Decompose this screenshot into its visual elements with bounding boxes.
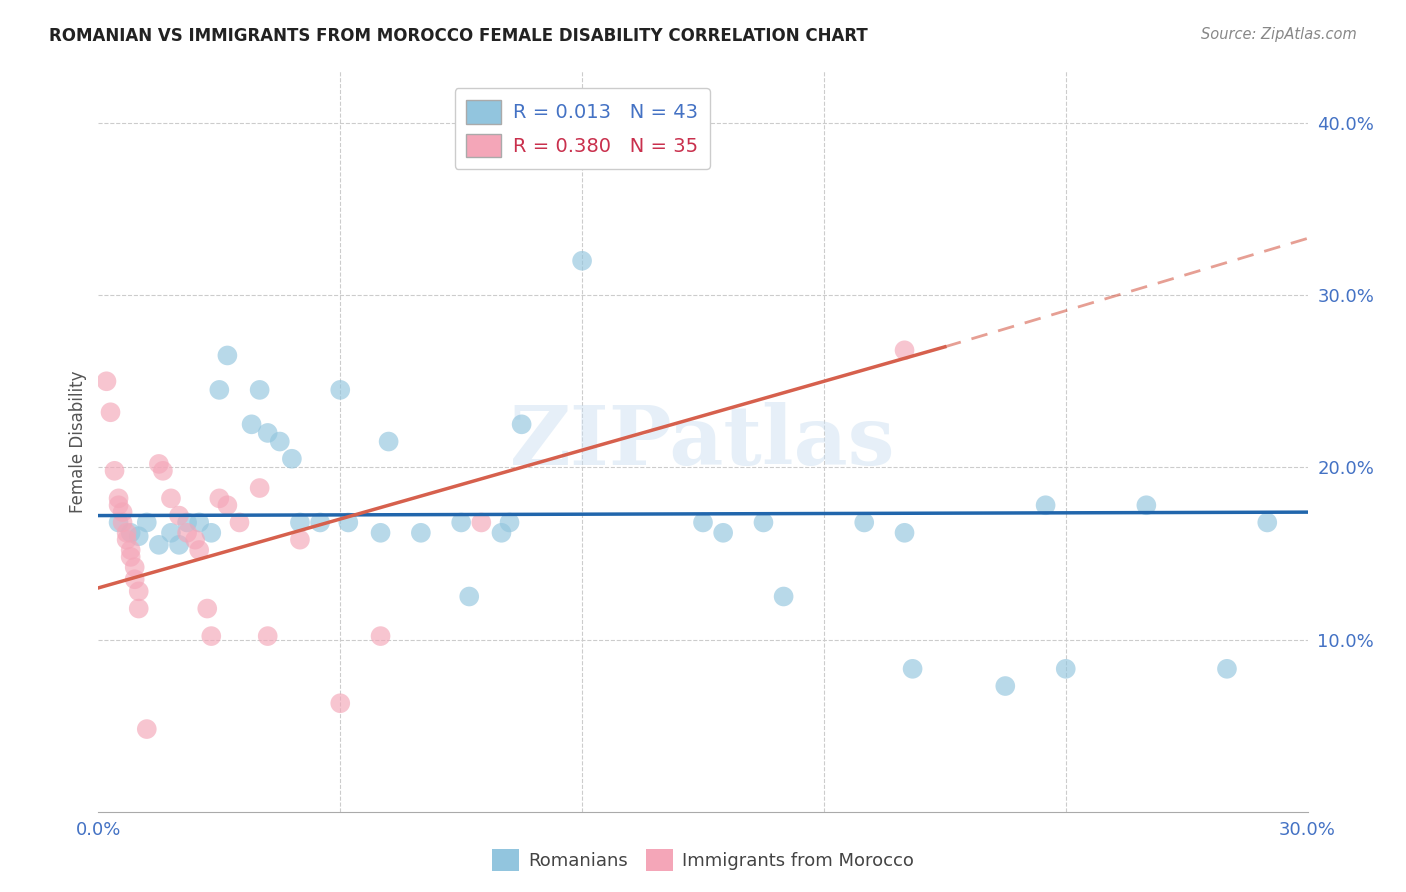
Point: [152, 464, 174, 478]
Point: [370, 525, 392, 540]
Point: [103, 464, 125, 478]
Point: [128, 584, 150, 599]
Point: [148, 457, 170, 471]
Point: [994, 679, 1017, 693]
Point: [256, 629, 278, 643]
Point: [893, 343, 915, 358]
Point: [571, 253, 593, 268]
Point: [96, 374, 118, 388]
Point: [309, 516, 332, 530]
Point: [120, 543, 142, 558]
Point: [491, 525, 513, 540]
Point: [256, 425, 278, 440]
Legend: R = 0.013   N = 43, R = 0.380   N = 35: R = 0.013 N = 43, R = 0.380 N = 35: [454, 88, 710, 169]
Point: [288, 516, 311, 530]
Point: [1216, 662, 1239, 676]
Point: [107, 491, 129, 506]
Point: [772, 590, 794, 604]
Point: [1054, 662, 1077, 676]
Point: [901, 662, 924, 676]
Point: [120, 525, 142, 540]
Point: [1035, 498, 1057, 512]
Text: Source: ZipAtlas.com: Source: ZipAtlas.com: [1201, 27, 1357, 42]
Point: [450, 516, 472, 530]
Point: [176, 516, 198, 530]
Point: [853, 516, 876, 530]
Text: ROMANIAN VS IMMIGRANTS FROM MOROCCO FEMALE DISABILITY CORRELATION CHART: ROMANIAN VS IMMIGRANTS FROM MOROCCO FEMA…: [49, 27, 868, 45]
Point: [167, 508, 190, 523]
Point: [208, 383, 231, 397]
Point: [124, 572, 146, 586]
Point: [195, 601, 218, 615]
Point: [115, 525, 138, 540]
Point: [176, 525, 198, 540]
Point: [337, 516, 360, 530]
Point: [249, 383, 271, 397]
Point: [249, 481, 271, 495]
Legend: Romanians, Immigrants from Morocco: Romanians, Immigrants from Morocco: [485, 842, 921, 879]
Point: [228, 516, 250, 530]
Point: [135, 516, 157, 530]
Point: [128, 601, 150, 615]
Point: [111, 505, 134, 519]
Point: [111, 516, 134, 530]
Point: [498, 516, 520, 530]
Point: [1256, 516, 1278, 530]
Point: [100, 405, 122, 419]
Point: [269, 434, 291, 449]
Point: [124, 560, 146, 574]
Point: [281, 451, 304, 466]
Point: [107, 498, 129, 512]
Point: [184, 533, 207, 547]
Point: [160, 491, 183, 506]
Point: [217, 348, 239, 362]
Y-axis label: Female Disability: Female Disability: [69, 370, 87, 513]
Point: [752, 516, 775, 530]
Point: [510, 417, 533, 432]
Point: [409, 525, 432, 540]
Point: [329, 383, 352, 397]
Point: [458, 590, 481, 604]
Point: [200, 525, 222, 540]
Point: [370, 629, 392, 643]
Point: [107, 516, 129, 530]
Point: [115, 533, 138, 547]
Point: [200, 629, 222, 643]
Point: [120, 549, 142, 564]
Point: [377, 434, 399, 449]
Point: [240, 417, 263, 432]
Point: [217, 498, 239, 512]
Point: [1135, 498, 1157, 512]
Point: [470, 516, 492, 530]
Point: [167, 538, 190, 552]
Point: [208, 491, 231, 506]
Point: [692, 516, 714, 530]
Point: [893, 525, 915, 540]
Point: [128, 529, 150, 543]
Point: [160, 525, 183, 540]
Point: [188, 516, 211, 530]
Point: [188, 543, 211, 558]
Point: [711, 525, 734, 540]
Point: [135, 722, 157, 736]
Point: [288, 533, 311, 547]
Point: [148, 538, 170, 552]
Text: ZIPatlas: ZIPatlas: [510, 401, 896, 482]
Point: [329, 696, 352, 710]
